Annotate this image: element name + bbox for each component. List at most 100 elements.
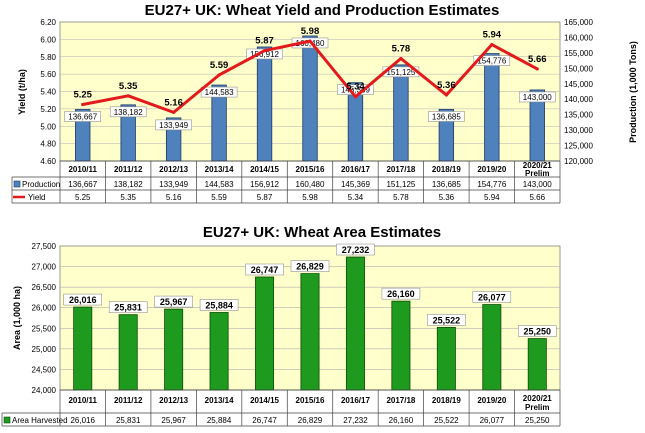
area-label-box <box>199 299 239 311</box>
production-legend-key <box>13 180 21 188</box>
production-data-label: 143,000 <box>523 93 552 102</box>
chart1-left-tick-label: 5.40 <box>40 88 56 97</box>
chart1-category-label: 2019/20 <box>477 165 506 174</box>
area-bar-2018-19 <box>436 326 456 391</box>
chart2-table-value: 25,250 <box>525 416 550 425</box>
production-label-box <box>519 91 556 103</box>
yield-point-2017-18 <box>399 56 403 61</box>
chart2-category-label: 2014/15 <box>250 396 279 405</box>
area-data-label: 25,884 <box>205 300 233 310</box>
production-data-label: 136,667 <box>68 113 97 122</box>
production-data-label: 138,182 <box>114 108 143 117</box>
yield-point-2010-11 <box>81 102 85 107</box>
area-bar-2017-18 <box>391 300 411 391</box>
yield-data-label: 5.16 <box>164 97 183 108</box>
chart2-tick-label: 26,500 <box>32 283 57 292</box>
chart2-category-label: Prelim <box>525 403 549 412</box>
chart2-table-value: 25,884 <box>207 416 232 425</box>
chart1-table-yield-value: 5.36 <box>439 193 455 202</box>
area-label-box <box>518 325 557 337</box>
yield-legend-label: Yield <box>28 193 46 202</box>
area-label-box <box>336 243 375 256</box>
production-data-label: 144,583 <box>205 88 234 97</box>
chart1-category-label: 2020/21 <box>523 161 552 170</box>
production-bar-2019-20 <box>484 53 500 162</box>
chart1-category-label: 2011/12 <box>114 165 143 174</box>
production-bar-2015-16 <box>302 35 318 162</box>
yield-data-label: 5.94 <box>483 30 502 41</box>
chart2-table-value: 25,831 <box>116 416 141 425</box>
chart2-tick-label: 27,000 <box>32 263 57 272</box>
chart1-table-production-value: 160,480 <box>296 180 325 189</box>
chart2-tick-label: 24,000 <box>32 386 57 395</box>
area-data-label: 25,250 <box>524 327 552 337</box>
chart1-table-production-value: 143,000 <box>523 180 552 189</box>
yield-point-2019-20 <box>490 42 494 47</box>
area-data-label: 26,747 <box>251 265 279 275</box>
production-data-label: 151,125 <box>386 68 415 77</box>
chart1-category-label: 2015/16 <box>296 165 325 174</box>
chart1-right-tick-label: 165,000 <box>564 18 593 27</box>
area-legend-key <box>3 416 11 424</box>
chart1-category-label: 2013/14 <box>205 165 234 174</box>
area-data-label: 26,160 <box>387 289 415 299</box>
yield-production-chart: EU27+ UK: Wheat Yield and Production Est… <box>11 2 638 204</box>
yield-point-2016-17 <box>353 95 358 99</box>
yield-point-2011-12 <box>126 94 130 98</box>
chart1-table-production-value: 151,125 <box>386 180 415 189</box>
chart1-category-label: 2010/11 <box>68 165 97 174</box>
chart1-table-yield-value: 5.66 <box>529 193 545 202</box>
chart1-table-production-value: 133,949 <box>159 180 188 189</box>
chart2-table-value: 25,522 <box>434 416 459 425</box>
chart1-table-yield-value: 5.59 <box>211 193 227 202</box>
area-label-box <box>245 263 284 276</box>
yield-data-label: 5.34 <box>346 82 365 93</box>
chart1-category-label: 2017/18 <box>386 165 415 174</box>
chart2-table-value: 26,829 <box>298 416 323 425</box>
chart1-title: EU27+ UK: Wheat Yield and Production Est… <box>145 2 500 19</box>
chart1-table-yield-value: 5.16 <box>166 193 182 202</box>
yield-data-label: 5.87 <box>255 36 274 47</box>
chart1-table-yield-value: 5.98 <box>302 193 318 202</box>
chart1-left-tick-label: 5.00 <box>40 122 56 131</box>
area-label-box <box>427 314 466 326</box>
production-bar-2017-18 <box>393 64 409 162</box>
production-label-box <box>473 55 511 66</box>
chart1-left-tick-label: 5.20 <box>40 105 56 114</box>
chart2-axis-title: Area (1,000 ha) <box>12 286 22 350</box>
chart1-right-tick-label: 130,000 <box>564 126 593 135</box>
yield-point-2012-13 <box>172 110 176 114</box>
chart1-right-tick-label: 125,000 <box>564 142 593 151</box>
area-bar-2010-11 <box>73 306 93 391</box>
production-label-box <box>109 106 147 118</box>
production-label-box <box>64 111 101 122</box>
chart2-category-label: 2010/11 <box>68 396 97 405</box>
production-label-box <box>155 119 192 131</box>
area-data-label: 26,829 <box>296 262 324 272</box>
chart1-category-label: 2016/17 <box>341 165 370 174</box>
yield-data-label: 5.25 <box>73 90 92 101</box>
chart1-right-tick-label: 120,000 <box>564 157 593 166</box>
yield-data-label: 5.78 <box>392 43 411 54</box>
chart1-right-tick-label: 145,000 <box>564 80 593 89</box>
area-label-box <box>63 293 102 306</box>
chart1-left-tick-label: 5.80 <box>40 53 56 62</box>
area-data-label: 27,232 <box>342 245 370 255</box>
area-label-box <box>108 301 148 313</box>
area-bar-2019-20 <box>482 304 502 391</box>
chart2-table-value: 26,077 <box>480 416 505 425</box>
chart1-category-label: 2012/13 <box>159 165 188 174</box>
chart1-category-label: 2014/15 <box>250 165 279 174</box>
area-bar-2014-15 <box>255 276 275 391</box>
production-data-label: 154,776 <box>477 57 506 66</box>
chart1-left-axis-title: Yield (t/ha) <box>17 69 27 115</box>
chart1-right-tick-label: 155,000 <box>564 49 593 58</box>
area-legend-label: Area Harvested <box>12 416 68 425</box>
chart2-category-label: 2020/21 <box>523 394 552 403</box>
chart1-table-production-value: 156,912 <box>250 180 279 189</box>
area-chart: EU27+ UK: Wheat Area Estimates 26,016 25,… <box>1 224 561 427</box>
area-data-label: 25,831 <box>114 303 142 313</box>
production-label-box <box>200 86 238 98</box>
